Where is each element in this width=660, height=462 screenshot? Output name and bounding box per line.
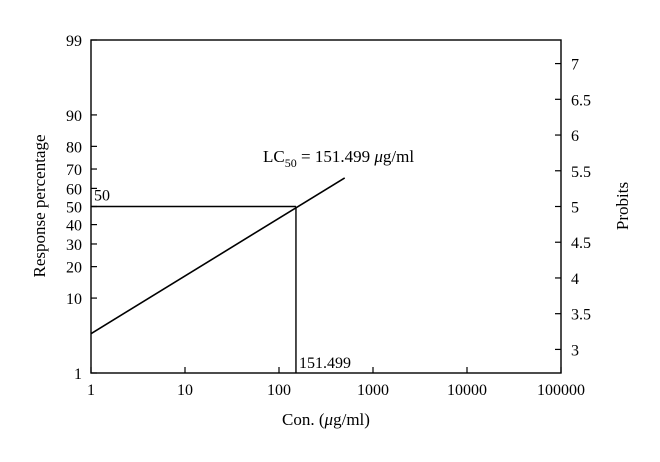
- x-tick-label: 10000: [447, 382, 487, 399]
- lc50-guides: 50 151.499: [91, 188, 351, 373]
- left-y-tick-label: 50: [66, 200, 82, 217]
- left-y-tick-label: 1: [74, 366, 82, 383]
- right-y-ticks: 3 3.5 4 4.5 5 5.5 6 6.5 7: [555, 57, 591, 359]
- lc50-x-value-label: 151.499: [299, 355, 351, 372]
- left-y-tick-label: 30: [66, 237, 82, 254]
- right-y-tick-label: 6.5: [571, 92, 591, 109]
- right-y-tick-label: 3.5: [571, 307, 591, 324]
- series-layer: [90, 177, 346, 335]
- left-y-tick-label: 90: [66, 108, 82, 125]
- x-tick-label: 1: [87, 382, 95, 399]
- left-y-tick-label: 99: [66, 33, 82, 50]
- x-ticks: 1 10 100 1000 10000 100000: [87, 367, 585, 399]
- right-y-tick-label: 4: [571, 271, 579, 288]
- right-y-tick-label: 6: [571, 128, 579, 145]
- x-tick-label: 100: [267, 382, 291, 399]
- right-y-tick-label: 7: [571, 57, 579, 74]
- left-y-tick-label: 40: [66, 218, 82, 235]
- x-axis-label: Con. (μg/ml): [282, 410, 370, 429]
- lc50-y-value-label: 50: [94, 188, 110, 205]
- left-y-tick-label: 10: [66, 291, 82, 308]
- left-y-tick-label: 60: [66, 181, 82, 198]
- y-axis-label: Response percentage: [30, 134, 49, 277]
- x-tick-label: 10: [177, 382, 193, 399]
- right-y-tick-label: 3: [571, 342, 579, 359]
- x-tick-label: 100000: [537, 382, 585, 399]
- left-y-tick-label: 80: [66, 139, 82, 156]
- lc50-annotation: LC50 = 151.499 μg/ml: [263, 147, 414, 170]
- right-y-tick-label: 4.5: [571, 235, 591, 252]
- right-y-tick-label: 5: [571, 200, 579, 217]
- x-tick-label: 1000: [357, 382, 389, 399]
- left-y-tick-label: 70: [66, 162, 82, 179]
- right-y-axis-label: Probits: [613, 182, 632, 230]
- left-y-tick-label: 20: [66, 260, 82, 277]
- right-y-tick-label: 5.5: [571, 164, 591, 181]
- regression-line: [90, 177, 346, 335]
